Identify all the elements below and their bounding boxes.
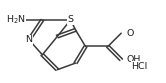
Text: N: N: [19, 15, 26, 24]
Text: H: H: [7, 15, 14, 24]
Text: N: N: [26, 35, 33, 44]
Text: OH: OH: [126, 55, 141, 64]
Text: O: O: [126, 29, 133, 38]
Text: H$_2$N: H$_2$N: [6, 14, 26, 26]
Text: 2: 2: [14, 20, 18, 26]
Text: HCl: HCl: [131, 62, 148, 71]
Text: S: S: [68, 15, 74, 24]
